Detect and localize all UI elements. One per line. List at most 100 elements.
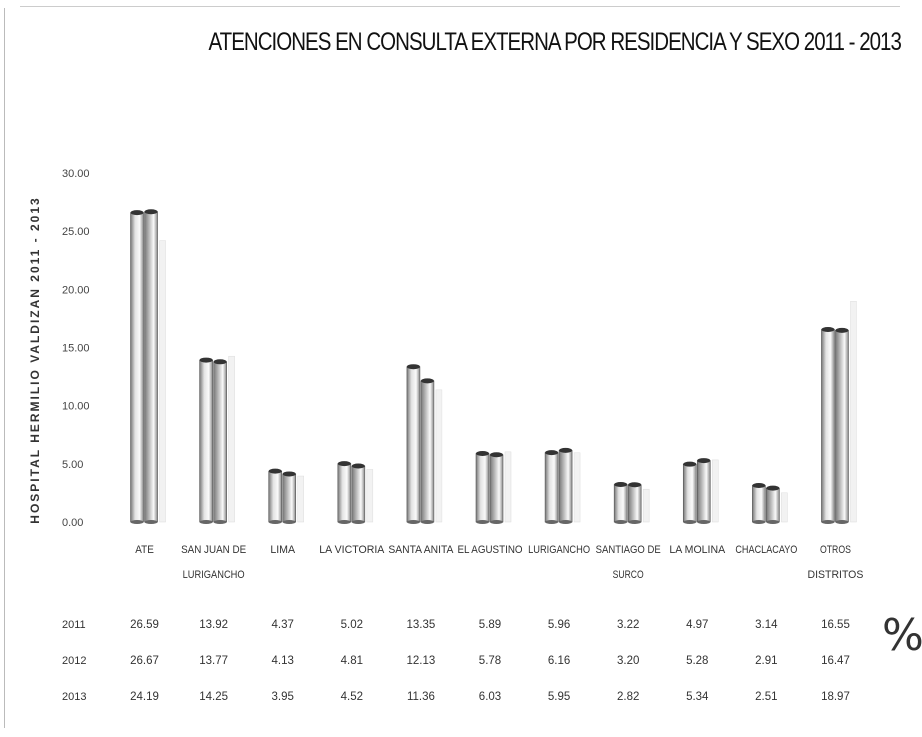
bar-base — [683, 520, 697, 524]
table-cell: 5.34 — [686, 691, 709, 703]
y-tick-label: 25.00 — [62, 226, 90, 238]
x-category-label: OTROS — [820, 544, 851, 556]
bar-base — [351, 520, 365, 524]
x-category-label: LA VICTORIA — [319, 544, 385, 556]
bar-base — [282, 520, 296, 524]
bar-cap — [130, 210, 144, 216]
bar-base — [752, 520, 766, 524]
bar-2012 — [213, 361, 227, 523]
bar-2011 — [821, 329, 835, 523]
bar-2013 — [228, 355, 235, 523]
table-row-label: 2013 — [62, 691, 86, 703]
y-tick-label: 0.00 — [62, 517, 83, 529]
bar-base — [559, 520, 573, 524]
table-cell: 5.89 — [479, 619, 501, 631]
bar-cap — [420, 378, 434, 384]
bar-cap — [821, 326, 835, 332]
bar-cap — [545, 450, 559, 456]
table-cell: 24.19 — [130, 691, 159, 703]
bar-base — [337, 520, 351, 524]
table-cell: 5.96 — [548, 619, 570, 631]
bar-base — [614, 520, 628, 524]
bar-2011 — [406, 366, 421, 523]
bar-base — [213, 520, 227, 524]
bar-cap — [697, 458, 711, 464]
table-cell: 3.14 — [755, 619, 778, 631]
bar-cap — [406, 364, 420, 370]
data-table: 2011 26.59 13.92 4.37 5.02 13.35 5.89 5.96 3.22 4… — [62, 619, 850, 703]
bar-cap — [835, 327, 849, 333]
table-cell: 26.59 — [130, 619, 159, 631]
table-cell: 2.51 — [755, 691, 777, 703]
x-category-label: LURIGANCHO — [183, 569, 245, 581]
table-cell: 11.36 — [407, 691, 435, 703]
x-category-label: LURIGANCHO — [528, 544, 590, 556]
bar-2011 — [130, 212, 144, 523]
table-cell: 6.16 — [548, 655, 570, 667]
bar-cap — [337, 461, 351, 467]
x-category-label: LA MOLINA — [669, 544, 725, 556]
x-category-label: ATE — [135, 544, 154, 556]
table-row-label: 2011 — [62, 619, 86, 631]
table-cell: 13.77 — [199, 655, 228, 667]
bar-2013 — [573, 452, 581, 523]
table-cell: 16.55 — [821, 619, 850, 631]
bar-cap — [351, 463, 365, 469]
bar-2012 — [489, 454, 504, 523]
table-cell: 3.22 — [617, 619, 639, 631]
bar-cap — [752, 482, 766, 488]
bar-base — [835, 520, 849, 524]
bar-2013 — [712, 459, 719, 523]
bar-2013 — [435, 389, 443, 523]
bar-2012 — [766, 487, 780, 523]
bar-2012 — [420, 380, 435, 523]
bar-base — [821, 520, 835, 524]
y-tick-label: 20.00 — [62, 284, 90, 296]
y-tick-label: 10.00 — [62, 401, 90, 413]
bar-cap — [282, 471, 296, 477]
table-cell: 5.78 — [479, 655, 501, 667]
table-cell: 6.03 — [479, 691, 501, 703]
table-cell: 3.20 — [617, 655, 639, 667]
bar-2012 — [282, 473, 297, 523]
y-tick-label: 5.00 — [62, 459, 83, 471]
table-cell: 5.28 — [686, 655, 708, 667]
table-cell: 18.97 — [821, 691, 850, 703]
bar-base — [144, 520, 158, 524]
bar-cap — [476, 450, 489, 456]
left-border — [4, 8, 5, 728]
y-axis: 0.00 5.00 10.00 15.00 20.00 25.00 30.00 — [62, 168, 90, 529]
bar-base — [130, 520, 144, 524]
bar-2011 — [613, 484, 628, 523]
table-cell: 13.92 — [199, 619, 228, 631]
unit-label: % — [882, 610, 922, 661]
bar-cap — [614, 482, 628, 488]
table-cell: 4.13 — [272, 655, 294, 667]
bar-cap — [144, 209, 158, 215]
x-category-label: CHACLACAYO — [735, 544, 797, 556]
table-cell: 12.13 — [407, 655, 436, 667]
bar-2011 — [475, 453, 490, 523]
table-cell: 5.02 — [341, 619, 363, 631]
table-cell: 13.35 — [407, 619, 436, 631]
x-category-label: SURCO — [613, 569, 644, 581]
bar-base — [490, 520, 503, 524]
bar-base — [199, 520, 213, 524]
table-cell: 26.67 — [130, 655, 159, 667]
bar-base — [406, 520, 420, 524]
bar-base — [420, 520, 434, 524]
bar-2011 — [752, 485, 766, 523]
table-cell: 5.95 — [548, 691, 570, 703]
bar-cap — [490, 452, 503, 458]
bar-2012 — [627, 484, 642, 523]
bar-base — [545, 520, 559, 524]
bar-2012 — [144, 211, 158, 523]
bar-2011 — [544, 452, 559, 523]
bar-2013 — [642, 488, 650, 523]
bar-2013 — [366, 469, 374, 523]
x-category-label: SANTA ANITA — [388, 544, 454, 556]
bar-2011 — [268, 470, 283, 523]
bar-2011 — [199, 359, 213, 523]
